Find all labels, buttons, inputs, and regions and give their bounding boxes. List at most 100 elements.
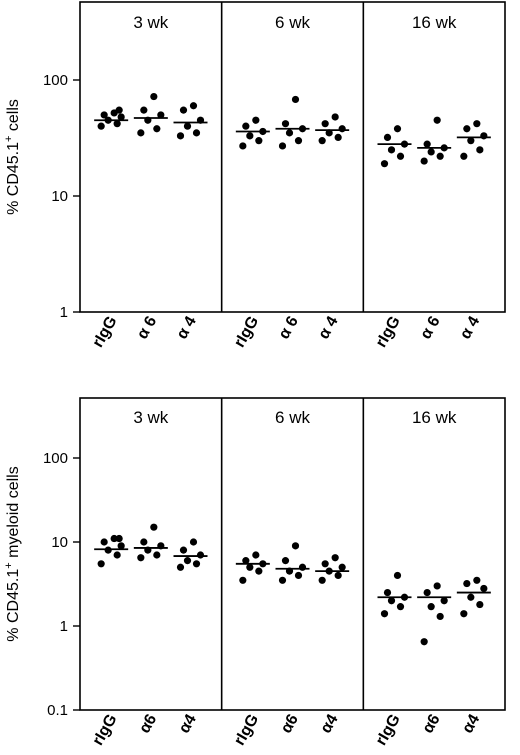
data-point <box>176 132 185 140</box>
data-point <box>281 120 290 128</box>
panel-16-wk: 16 wk rIgG α6 α4 <box>373 408 491 748</box>
panel-label: 3 wk <box>133 408 168 427</box>
data-point <box>423 588 431 597</box>
data-point <box>281 557 290 565</box>
panel-3-wk: 3 wk rIgG α 6 α 4 <box>89 13 208 351</box>
data-point <box>463 579 471 588</box>
data-point <box>334 133 342 142</box>
data-point <box>104 546 112 554</box>
data-point <box>183 557 192 565</box>
data-point <box>278 142 287 150</box>
y-tick-label: 0.1 <box>47 702 68 719</box>
x-category-label: rIgG <box>231 314 262 351</box>
data-point <box>433 582 441 590</box>
data-point <box>246 132 254 140</box>
data-point <box>104 116 112 124</box>
data-point <box>140 538 148 546</box>
y-axis-label-superscript: + <box>3 562 15 568</box>
data-point <box>420 157 428 165</box>
x-category-label: rIgG <box>373 712 404 749</box>
data-point <box>117 113 125 121</box>
data-point <box>338 125 346 133</box>
data-point <box>144 116 152 124</box>
x-category-label: α4 <box>459 711 483 736</box>
panel-3-wk: 3 wk rIgG α6 α4 <box>89 408 208 748</box>
data-point <box>153 125 161 133</box>
x-category-label: α 4 <box>315 313 341 342</box>
data-point <box>255 567 263 575</box>
y-axis-label-superscript: + <box>3 136 15 142</box>
x-category-label: α6 <box>136 711 160 736</box>
data-point <box>137 554 145 562</box>
data-point <box>420 638 428 646</box>
data-point <box>298 125 307 133</box>
data-point <box>252 551 260 559</box>
data-point <box>387 146 396 154</box>
panel-6-wk: 6 wk rIgG α 6 α 4 <box>231 13 350 351</box>
data-point <box>285 567 294 575</box>
x-category-label: rIgG <box>231 712 262 749</box>
y-axis-label-text: % CD45.1 <box>5 142 22 215</box>
data-point <box>157 542 165 550</box>
data-point <box>480 584 488 593</box>
data-point <box>400 140 409 148</box>
data-point <box>467 593 475 601</box>
data-point <box>291 95 300 104</box>
data-point <box>246 563 254 571</box>
data-point <box>110 534 118 543</box>
x-category-label: α6 <box>420 711 444 736</box>
data-point <box>259 127 267 136</box>
y-tick-label: 100 <box>43 450 68 467</box>
data-point <box>144 546 152 554</box>
data-point <box>189 538 198 546</box>
data-point <box>115 106 123 114</box>
data-point <box>440 144 448 152</box>
data-point <box>383 133 392 142</box>
data-point <box>325 129 333 137</box>
data-point <box>440 597 448 605</box>
data-point <box>157 111 165 119</box>
y-tick-label: 100 <box>43 72 68 89</box>
data-point <box>140 106 148 114</box>
x-category-label: α 6 <box>276 313 302 342</box>
data-point <box>278 576 287 584</box>
data-point <box>176 563 185 571</box>
data-point <box>393 571 402 580</box>
y-axis-label-text: cells <box>5 99 22 135</box>
data-point <box>467 137 475 145</box>
data-point <box>183 122 192 130</box>
data-point <box>433 116 441 124</box>
y-axis-label-text: % CD45.1 <box>5 569 22 642</box>
data-point <box>480 132 488 140</box>
data-point <box>331 113 339 121</box>
data-point <box>325 567 333 575</box>
data-point <box>321 120 329 128</box>
data-point <box>294 137 303 145</box>
chart-1: 1 10 100 % CD45.1+ cells 3 wk rIgG α 6 α 4 6 wk r… <box>3 1 506 351</box>
data-point <box>97 560 105 568</box>
data-point <box>239 142 247 150</box>
data-point <box>427 603 435 611</box>
data-point <box>137 129 145 137</box>
chart-2: 0.1 1 10 100 % CD45.1+ myeloid cells 3 wk rIgG… <box>3 397 506 749</box>
data-point <box>196 551 205 559</box>
data-point <box>463 125 471 133</box>
data-point <box>331 554 339 562</box>
data-point <box>113 551 121 559</box>
data-point <box>298 563 307 571</box>
plot-frame <box>79 1 506 313</box>
data-point <box>150 523 158 531</box>
data-point <box>192 560 201 568</box>
data-point <box>338 563 346 571</box>
data-point <box>179 106 188 114</box>
plot-frame <box>79 397 506 711</box>
x-category-label: rIgG <box>89 314 120 351</box>
data-point <box>242 557 250 565</box>
data-point <box>427 148 435 156</box>
data-point <box>113 120 121 128</box>
x-category-label: α 6 <box>134 313 160 342</box>
data-point <box>179 546 188 554</box>
panel-label: 6 wk <box>275 408 310 427</box>
data-point <box>255 137 263 145</box>
